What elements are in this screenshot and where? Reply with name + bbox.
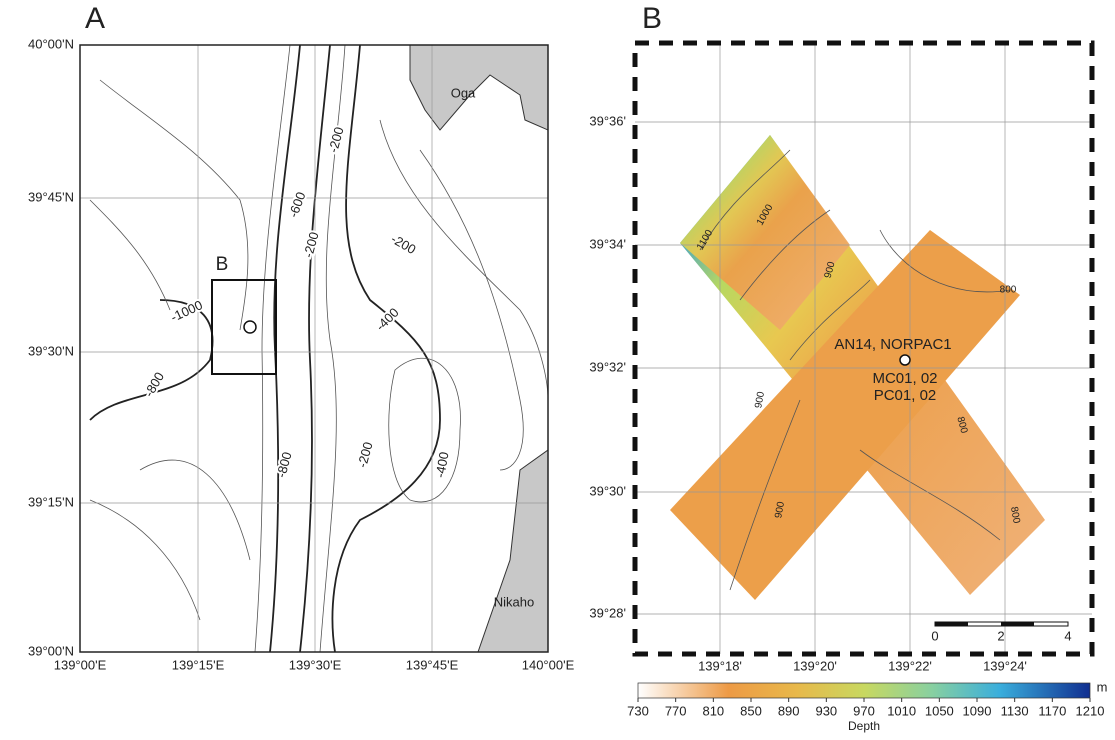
contour-label: -600: [286, 190, 309, 220]
box-label: B: [216, 254, 229, 275]
contour-label: -400: [432, 451, 451, 479]
lat-tick-label: 39°36': [589, 113, 626, 128]
bathymetry-b: [670, 135, 1045, 600]
colorbar-tick-label: 890: [778, 703, 800, 718]
lon-tick-label: 139°20': [793, 658, 837, 673]
lon-tick-label: 139°22': [888, 658, 932, 673]
station-label: AN14, NORPAC1: [834, 336, 951, 353]
contour-label: -800: [141, 369, 167, 399]
lat-tick-label: 39°30'N: [28, 343, 74, 358]
scale-label: 4: [1064, 628, 1071, 643]
colorbar-unit: m: [1097, 679, 1108, 694]
scale-label: 0: [931, 628, 938, 643]
lat-tick-label: 39°32': [589, 359, 626, 374]
colorbar-tick-label: 1170: [1038, 703, 1066, 718]
contour-label: -200: [325, 125, 346, 154]
lat-tick-label: 39°00'N: [28, 643, 74, 658]
lon-tick-label: 139°00'E: [54, 657, 107, 672]
colorbar-tick-label: 730: [627, 703, 649, 718]
lon-tick-label: 139°18': [698, 658, 742, 673]
colorbar-tick-label: 930: [815, 703, 837, 718]
lat-tick-label: 39°34': [589, 236, 626, 251]
lon-tick-label: 139°30'E: [289, 657, 342, 672]
place-label: Nikaho: [494, 594, 534, 609]
contour-label: 800: [1000, 285, 1017, 296]
contour-label: 900: [753, 390, 767, 409]
contour-label: -200: [354, 440, 375, 469]
panel-label: B: [642, 2, 662, 35]
scale-label: 2: [997, 628, 1004, 643]
grid-a: [80, 45, 548, 652]
contour-label: -200: [300, 230, 321, 259]
lat-tick-label: 39°15'N: [28, 494, 74, 509]
colorbar-tick-label: 970: [853, 703, 875, 718]
lon-tick-label: 139°24': [983, 658, 1027, 673]
colorbar-tick-label: 810: [702, 703, 724, 718]
panel-label: A: [85, 2, 105, 35]
station-label: PC01, 02: [874, 387, 937, 404]
colorbar-tick-label: 1050: [925, 703, 954, 718]
contour-label: -800: [273, 450, 294, 479]
colorbar-tick-label: 1090: [963, 703, 992, 718]
lat-tick-label: 39°45'N: [28, 189, 74, 204]
colorbar-tick-label: 1210: [1076, 703, 1105, 718]
figure: A B Oga Nikaho B m Depth AN14, NORPAC1 M…: [0, 0, 1115, 735]
colorbar-tick-label: 1010: [887, 703, 916, 718]
lon-tick-label: 140°00'E: [522, 657, 575, 672]
colorbar-tick-label: 1130: [1001, 703, 1029, 718]
colorbar-tick-label: 850: [740, 703, 762, 718]
lat-tick-label: 40°00'N: [28, 36, 74, 51]
place-label: Oga: [451, 85, 476, 100]
lat-tick-label: 39°30': [589, 483, 626, 498]
station-label: MC01, 02: [872, 370, 937, 387]
bathymetry-a: [90, 45, 548, 652]
colorbar-tick-label: 770: [665, 703, 687, 718]
colorbar-title: Depth: [848, 719, 880, 733]
contour-label: -400: [373, 305, 402, 334]
lat-tick-label: 39°28': [589, 605, 626, 620]
contour-label: -200: [389, 231, 419, 257]
lon-tick-label: 139°15'E: [172, 657, 225, 672]
lon-tick-label: 139°45'E: [406, 657, 459, 672]
